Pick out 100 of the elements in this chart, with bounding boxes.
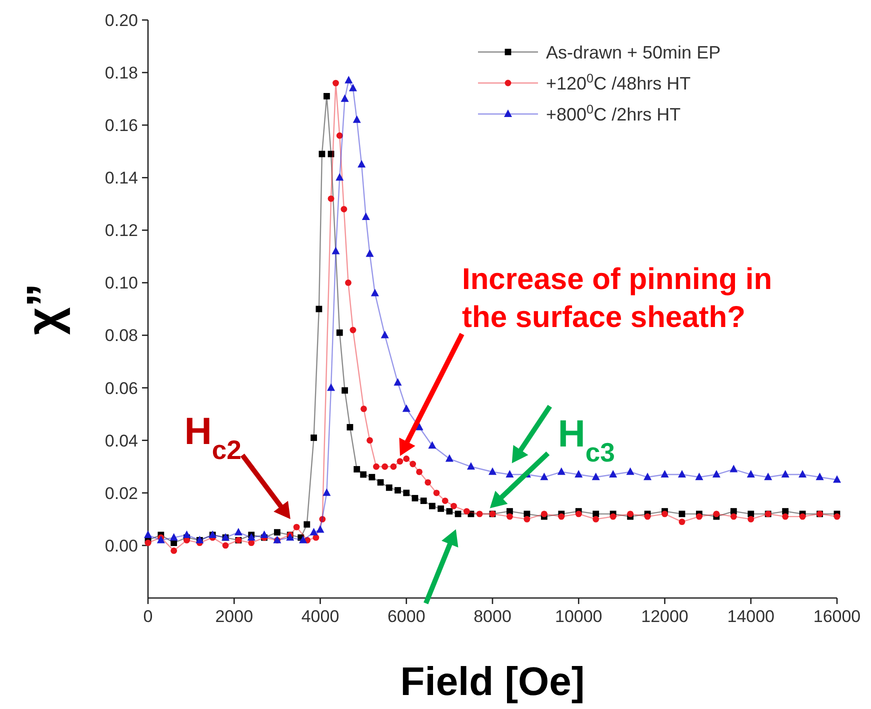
point (410, 460, 416, 468)
point (344, 76, 353, 84)
y-tick-label: 0.18 (104, 63, 138, 82)
point (782, 513, 789, 520)
legend-label: +800$^{0}$C /2hrs HT (546, 102, 681, 124)
point (574, 470, 583, 478)
point (712, 470, 720, 478)
point (506, 513, 513, 520)
point (340, 206, 348, 212)
x-axis-title: Field [Oe] (400, 660, 585, 704)
annotation: Increase of pinning in the surface sheath? (462, 263, 772, 334)
point (463, 508, 470, 514)
point (310, 528, 318, 536)
point (644, 513, 651, 520)
point (222, 542, 229, 549)
point (354, 466, 360, 472)
y-tick-label: 0.00 (104, 536, 138, 556)
point (299, 536, 308, 544)
point (524, 516, 530, 522)
x-tick-label: 16000 (813, 607, 861, 626)
point (781, 470, 790, 478)
point (592, 510, 600, 518)
point (834, 513, 840, 520)
point (366, 437, 373, 444)
point (260, 530, 268, 538)
point (746, 470, 755, 478)
point (247, 533, 256, 541)
point (350, 326, 356, 334)
point (626, 467, 634, 475)
point (345, 280, 352, 286)
point (346, 424, 354, 430)
point (678, 470, 686, 478)
point (454, 510, 462, 518)
point (764, 472, 772, 480)
point (170, 533, 178, 541)
legend-label: +120$^{0}$C /48hrs HT (546, 71, 691, 94)
point (390, 463, 397, 470)
x-tick-label: 0 (143, 607, 153, 626)
point (403, 456, 410, 462)
point (156, 536, 165, 544)
point (293, 524, 300, 530)
point (366, 249, 374, 257)
point (592, 516, 600, 522)
point (319, 516, 326, 522)
point (782, 508, 789, 514)
point (730, 464, 738, 472)
point (304, 521, 310, 528)
point (394, 487, 401, 494)
x-tick-label: 14000 (727, 607, 775, 626)
x-tick-label: 12000 (641, 607, 688, 626)
point (660, 470, 669, 478)
point (416, 468, 422, 476)
point (182, 530, 191, 538)
point (377, 479, 384, 486)
point (336, 173, 344, 181)
point (833, 475, 841, 483)
point (144, 540, 152, 546)
point (540, 510, 548, 518)
point (360, 471, 367, 478)
point (644, 472, 652, 480)
y-tick-label: 0.12 (104, 221, 138, 240)
x-tick-label: 6000 (387, 607, 426, 626)
point (412, 494, 418, 502)
point (816, 472, 824, 480)
x-tick-label: 10000 (554, 607, 602, 626)
point (713, 510, 720, 518)
point (450, 502, 457, 510)
y-axis-title: χ” (18, 283, 71, 335)
point (332, 80, 339, 86)
point (358, 160, 366, 168)
point (438, 505, 444, 512)
point (170, 548, 178, 554)
point (342, 387, 348, 394)
y-tick-label: 0.20 (104, 10, 138, 30)
point (332, 246, 340, 254)
y-tick-label: 0.14 (104, 168, 138, 188)
point (370, 288, 379, 296)
x-tick-label: 2000 (215, 607, 254, 626)
point (352, 115, 361, 123)
point (348, 84, 357, 92)
point (336, 329, 343, 336)
point (386, 484, 392, 491)
point (558, 513, 565, 520)
point (748, 510, 754, 518)
point (286, 533, 294, 541)
point (662, 510, 668, 518)
point (799, 513, 806, 520)
point (592, 472, 600, 480)
point (380, 330, 389, 338)
y-tick-label: 0.06 (104, 378, 138, 398)
point (445, 454, 454, 462)
point (327, 383, 336, 391)
x-tick-label: 4000 (301, 607, 340, 626)
point (748, 516, 754, 522)
point (798, 470, 807, 478)
point (322, 488, 331, 496)
point (678, 510, 686, 518)
point (433, 490, 440, 496)
y-tick-label: 0.02 (104, 484, 138, 503)
point (424, 479, 432, 486)
